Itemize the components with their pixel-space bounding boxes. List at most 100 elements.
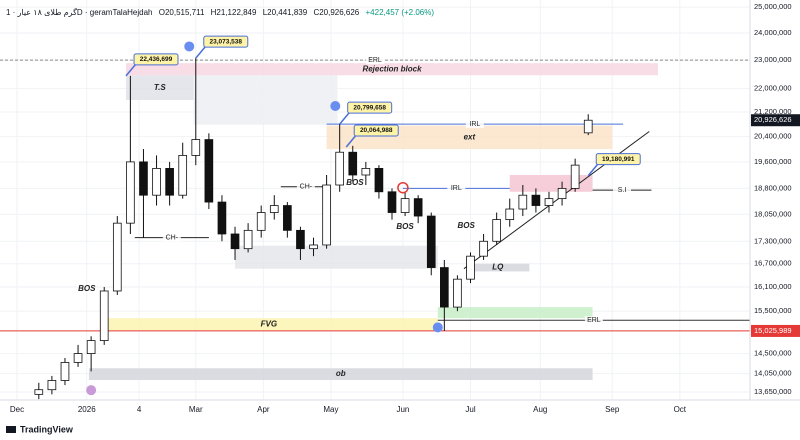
candle-body <box>86 340 96 355</box>
level-label-bg <box>584 316 603 325</box>
level-label: S.I <box>618 187 627 194</box>
level-label: CH- <box>166 234 179 241</box>
candle-body <box>335 151 345 186</box>
marker-dot <box>86 385 97 396</box>
level-label-bg <box>447 184 466 193</box>
candle-body <box>165 168 174 196</box>
levels: ERL IRL IRL S.I CH- CH- ERL <box>0 56 750 332</box>
callout-box <box>133 53 179 66</box>
candle-body <box>256 212 266 231</box>
candle-body <box>309 244 318 250</box>
callout-box <box>203 35 249 48</box>
candle-body <box>283 205 292 231</box>
level-label-bg <box>296 182 315 191</box>
level-label: ERL <box>587 317 601 324</box>
marker-dot <box>397 181 409 194</box>
y-tick-label: 23,000,000 <box>754 55 792 64</box>
level-label: CH- <box>300 184 313 191</box>
callout-pointer <box>195 45 207 59</box>
callout-pointer <box>125 63 137 77</box>
candle-body <box>139 161 148 196</box>
zone <box>99 318 438 331</box>
header: گرم طلای ۱۸ عیار · 1D · geramTalaHejdah … <box>6 7 434 17</box>
y-tick-label: 18,050,000 <box>754 209 792 218</box>
zone <box>509 175 593 192</box>
candle-body <box>217 201 227 235</box>
candle-body <box>374 168 384 193</box>
candle-body <box>583 119 593 134</box>
x-tick-label: Jun <box>396 405 409 414</box>
y-tick-label: 25,000,000 <box>754 2 792 11</box>
price-tag <box>751 114 800 127</box>
annotation-text: BOS <box>457 221 475 230</box>
marker-dot <box>432 322 443 333</box>
y-tick-label: 22,000,000 <box>754 83 792 92</box>
callout-box <box>353 124 399 137</box>
y-tick-label: 16,700,000 <box>754 259 792 268</box>
y-tick-label: 13,650,000 <box>754 387 792 396</box>
callout-label: 22,436,699 <box>140 56 173 63</box>
candle-body <box>531 194 541 206</box>
candle-body <box>466 255 475 280</box>
candle-body <box>413 198 423 217</box>
candle-body <box>178 155 188 196</box>
candle-body <box>269 205 279 213</box>
overlay: BOS BOS BOS BOS 22,436,699 23,073,538 20,799,6… <box>78 35 641 396</box>
y-tick-label: 14,050,000 <box>754 369 792 378</box>
candle-body <box>296 229 305 250</box>
level-label-bg <box>366 56 384 65</box>
marker-dot <box>184 41 195 52</box>
annotation-text: BOS <box>396 222 414 231</box>
candle-body <box>479 240 488 257</box>
y-tick-label: 15,500,000 <box>754 306 792 315</box>
candle-body <box>348 151 358 176</box>
candle-body <box>361 168 371 176</box>
x-tick-label: 2026 <box>78 405 96 414</box>
callout-label: 19,180,991 <box>602 156 635 163</box>
x-tick-label: 4 <box>137 405 142 414</box>
level-label-bg <box>465 120 484 129</box>
candle-body <box>387 191 397 213</box>
ohlc-high: H21,122,849 <box>211 8 257 17</box>
candle-body <box>191 139 201 156</box>
zone-label: FVG <box>261 319 277 328</box>
zone <box>126 63 658 76</box>
y-tick-label: 24,000,000 <box>754 28 792 37</box>
symbol-title: گرم طلای ۱۸ عیار · 1D · geramTalaHejdah <box>6 7 153 17</box>
candle-body <box>492 219 501 242</box>
candle-body <box>426 215 436 268</box>
level-label: IRL <box>451 185 462 192</box>
candles <box>34 58 593 400</box>
candle-body <box>440 267 449 308</box>
candle-body <box>230 233 240 250</box>
callout-pointer <box>587 163 599 177</box>
callout-box <box>595 153 641 166</box>
ohlc-open: O20,515,711 <box>159 8 205 17</box>
zone-label: T.S <box>154 83 167 92</box>
candle-body <box>518 194 528 210</box>
zone-label: ob <box>336 369 346 378</box>
zone-label: LQ <box>492 263 504 272</box>
candle-body <box>243 229 253 250</box>
logo-mark <box>6 426 16 433</box>
y-tick-label: 20,400,000 <box>754 131 792 140</box>
price-tag-label: 15,025,989 <box>754 326 792 335</box>
zone <box>88 368 593 381</box>
candle-body <box>570 164 580 189</box>
annotation-text: BOS <box>346 178 364 187</box>
price-tag <box>751 324 800 337</box>
candle-body <box>505 208 515 220</box>
marker-dot <box>330 100 341 111</box>
logo-text: TradingView <box>20 424 74 434</box>
tradingview-logo: TradingView <box>6 424 74 434</box>
zone <box>466 263 530 272</box>
candle-body <box>544 198 554 206</box>
price-tag-label: 20,926,626 <box>754 115 792 124</box>
x-tick-label: Oct <box>674 405 687 414</box>
y-tick-label: 18,800,000 <box>754 183 792 192</box>
x-tick-label: May <box>323 405 338 414</box>
y-tick-label: 16,100,000 <box>754 282 792 291</box>
level-label: IRL <box>469 121 480 128</box>
